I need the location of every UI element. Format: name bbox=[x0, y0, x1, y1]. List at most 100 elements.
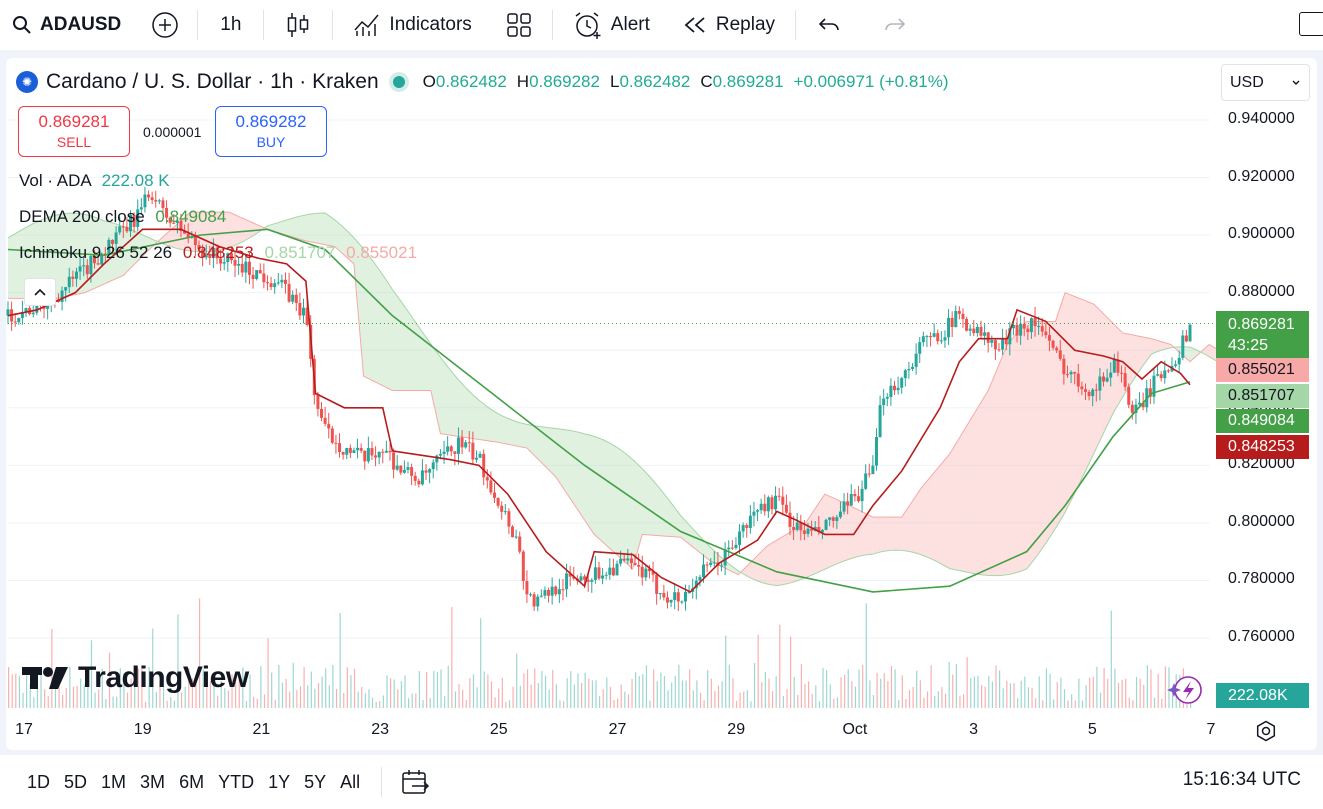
branding-label: TradingView bbox=[78, 661, 249, 694]
candle-body bbox=[947, 317, 951, 338]
range-1y[interactable]: 1Y bbox=[268, 771, 291, 792]
ichimoku-cloud-segment bbox=[896, 517, 902, 551]
currency-select[interactable]: USD bbox=[1221, 64, 1310, 101]
candle-body bbox=[1134, 404, 1138, 413]
symbol-search[interactable]: ADAUSD bbox=[0, 0, 133, 50]
volume-bar bbox=[844, 674, 846, 708]
ichimoku-cloud-segment bbox=[968, 414, 974, 574]
axis-settings-button[interactable] bbox=[1253, 718, 1279, 744]
volume-bar bbox=[458, 684, 460, 708]
volume-bar bbox=[519, 685, 521, 708]
volume-bar bbox=[732, 678, 734, 708]
volume-bar bbox=[822, 668, 824, 708]
chart-type-button[interactable] bbox=[264, 0, 332, 50]
ichimoku-cloud-segment bbox=[579, 432, 585, 521]
interval-button[interactable]: 1h bbox=[198, 0, 263, 50]
candle-body bbox=[431, 462, 435, 470]
ichimoku-legend[interactable]: Ichimoku 9 26 52 26 0.848253 0.851707 0.… bbox=[19, 243, 417, 263]
ichimoku-cloud-segment bbox=[1050, 321, 1056, 536]
sell-button[interactable]: 0.869281 SELL bbox=[18, 106, 130, 157]
buy-price: 0.869282 bbox=[235, 111, 307, 131]
compare-button[interactable] bbox=[133, 0, 197, 50]
ichimoku-cloud-segment bbox=[522, 423, 527, 449]
chart-pane[interactable] bbox=[6, 58, 1317, 750]
candle-body bbox=[640, 566, 644, 578]
ichimoku-cloud-segment bbox=[243, 218, 249, 242]
collapse-legend-button[interactable] bbox=[24, 278, 56, 306]
range-1m[interactable]: 1M bbox=[101, 771, 127, 792]
dema-legend[interactable]: DEMA 200 close 0.849084 bbox=[19, 207, 226, 227]
volume-bar bbox=[447, 665, 449, 708]
divider bbox=[197, 10, 199, 40]
range-all[interactable]: All bbox=[340, 771, 361, 792]
volume-bar bbox=[869, 680, 871, 708]
replay-button[interactable]: Replay bbox=[670, 0, 795, 50]
undo-button[interactable] bbox=[796, 0, 862, 50]
volume-bar bbox=[555, 684, 557, 708]
tradingview-logo[interactable]: TradingView bbox=[22, 661, 249, 695]
candle-body bbox=[251, 274, 255, 279]
ichimoku-cloud-segment bbox=[1036, 321, 1042, 557]
tradingview-logo-icon bbox=[22, 667, 68, 689]
candle-body bbox=[168, 217, 172, 223]
volume-bar bbox=[209, 680, 212, 708]
volume-bar bbox=[537, 683, 539, 708]
volume-bar bbox=[1117, 682, 1120, 708]
candle-body bbox=[1120, 372, 1124, 374]
volume-legend[interactable]: Vol · ADA 222.08 K bbox=[19, 171, 170, 191]
alert-button[interactable]: Alert bbox=[553, 0, 670, 50]
volume-bar bbox=[1009, 683, 1012, 708]
candle-body bbox=[1004, 339, 1008, 345]
range-ytd[interactable]: YTD bbox=[218, 771, 255, 792]
ichimoku-cloud-segment bbox=[392, 289, 398, 391]
range-5y[interactable]: 5Y bbox=[304, 771, 327, 792]
price-tick-label: 0.940000 bbox=[1228, 110, 1295, 127]
candle-body bbox=[107, 239, 111, 255]
ichimoku-cloud-segment bbox=[584, 433, 590, 528]
candle-body bbox=[1181, 335, 1185, 358]
open-value: 0.862482 bbox=[435, 72, 507, 91]
candle-body bbox=[1127, 386, 1131, 405]
volume-bar bbox=[245, 701, 248, 708]
ichimoku-cloud-segment bbox=[959, 430, 965, 572]
volume-bar bbox=[1139, 678, 1141, 708]
range-1d[interactable]: 1D bbox=[27, 771, 51, 792]
candle-body bbox=[824, 519, 828, 530]
ichimoku-cloud-segment bbox=[642, 468, 648, 535]
candle-body bbox=[983, 332, 987, 336]
volume-bar bbox=[162, 675, 165, 708]
divider bbox=[332, 10, 334, 40]
candle-body bbox=[1184, 335, 1188, 342]
candle-body bbox=[1022, 323, 1026, 329]
ichimoku-cloud-segment bbox=[570, 430, 575, 506]
ichimoku-cloud-segment bbox=[17, 229, 23, 299]
candle-body bbox=[521, 551, 525, 582]
candle-body bbox=[972, 328, 976, 334]
fullscreen-button[interactable] bbox=[1299, 12, 1323, 36]
volume-bar bbox=[635, 672, 637, 708]
range-6m[interactable]: 6M bbox=[179, 771, 205, 792]
candle-body bbox=[482, 453, 486, 478]
go-to-date-button[interactable] bbox=[400, 767, 430, 797]
volume-bar bbox=[411, 693, 413, 708]
volume-bar bbox=[364, 693, 366, 708]
redo-button[interactable] bbox=[862, 0, 928, 50]
ichimoku-cloud-segment bbox=[834, 498, 840, 565]
candle-body bbox=[327, 423, 331, 429]
buy-button[interactable]: 0.869282 BUY bbox=[215, 106, 327, 157]
candle-body bbox=[273, 283, 277, 288]
layouts-button[interactable] bbox=[486, 0, 552, 50]
volume-bar bbox=[65, 688, 67, 708]
utc-clock[interactable]: 15:16:34 UTC bbox=[1182, 769, 1301, 790]
range-3m[interactable]: 3M bbox=[140, 771, 166, 792]
candle-body bbox=[320, 408, 324, 418]
ichimoku-cloud-segment bbox=[680, 515, 686, 542]
candle-body bbox=[1019, 323, 1023, 336]
indicators-button[interactable]: Indicators bbox=[333, 0, 485, 50]
range-5d[interactable]: 5D bbox=[64, 771, 88, 792]
volume-bar bbox=[8, 667, 10, 708]
volume-bar bbox=[876, 672, 878, 708]
ichimoku-cloud-segment bbox=[1084, 300, 1090, 474]
volume-bar bbox=[851, 681, 853, 708]
